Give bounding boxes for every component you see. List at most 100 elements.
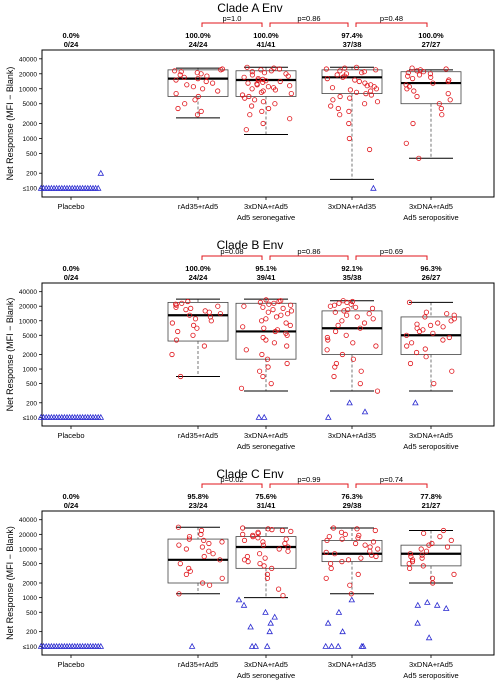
p-value-bracket (355, 255, 428, 260)
responder-point (356, 78, 362, 85)
responder-point (375, 546, 381, 552)
responder-point (177, 72, 183, 78)
responder-point (263, 297, 269, 303)
nonresponder-point (414, 619, 421, 626)
p-value-bracket (269, 483, 349, 488)
responder-point (241, 303, 247, 309)
responder-point (207, 314, 213, 320)
response-rate: 100.0% (253, 31, 279, 40)
group-label: Placebo (57, 660, 84, 669)
responder-point (364, 83, 370, 89)
responder-point (268, 380, 274, 387)
y-tick-label: ≤100 (23, 186, 38, 193)
responder-point (215, 88, 221, 94)
box (167, 301, 229, 342)
responder-point (373, 553, 379, 560)
responder-point (354, 526, 360, 532)
responder-point (265, 84, 271, 90)
responder-point (288, 308, 295, 314)
responder-point (406, 565, 413, 572)
responder-point (186, 536, 192, 542)
responder-point (342, 65, 348, 71)
response-count: 26/27 (422, 273, 441, 282)
nonresponder-point (97, 642, 105, 649)
responder-point (408, 553, 414, 560)
y-tick-label: 40000 (19, 517, 37, 524)
responder-point (243, 347, 249, 353)
responder-point (451, 312, 457, 318)
responder-point (200, 580, 206, 586)
response-rate: 75.6% (255, 492, 277, 501)
responder-point (445, 91, 451, 97)
responder-point (446, 77, 452, 83)
panel-3: Clade C Env 40000 20000 10000 5000 2000 1000 50… (5, 467, 495, 680)
p-value-label: p=0.86 (297, 14, 320, 23)
y-tick-label: 10000 (19, 547, 37, 554)
responder-point (260, 76, 266, 82)
responder-point (416, 155, 422, 161)
nonresponder-point (252, 642, 259, 649)
y-tick-label: 500 (26, 151, 37, 158)
responder-point (271, 340, 277, 346)
responder-point (404, 343, 410, 349)
response-rate: 100.0% (185, 264, 211, 273)
responder-point (200, 86, 206, 92)
responder-point (407, 360, 414, 367)
responder-point (409, 558, 416, 565)
response-count: 0/24 (64, 40, 79, 49)
responder-point (249, 72, 255, 78)
responder-point (239, 92, 246, 98)
group-label: rAd35+rAd5 (178, 431, 218, 440)
responder-point (263, 337, 269, 343)
response-count: 37/38 (343, 40, 362, 49)
responder-point (419, 555, 425, 561)
p-value-bracket (201, 483, 263, 488)
responder-point (241, 537, 248, 544)
responder-point (349, 298, 356, 305)
response-rate: 0.0% (62, 31, 79, 40)
responder-point (186, 565, 192, 572)
responder-point (175, 105, 181, 112)
responder-point (353, 89, 360, 95)
nonresponder-point (266, 628, 273, 635)
p-value-bracket (201, 22, 263, 27)
responder-point (210, 551, 216, 557)
nonresponder-point (424, 598, 431, 605)
responder-point (408, 340, 415, 346)
responder-point (330, 525, 337, 531)
responder-point (259, 351, 265, 358)
responder-point (187, 312, 193, 318)
responder-point (278, 312, 284, 318)
y-tick-label: 20000 (19, 532, 37, 539)
response-rate: 77.8% (420, 492, 442, 501)
responder-point (361, 320, 368, 326)
responder-point (173, 301, 179, 307)
responder-point (190, 84, 196, 90)
responder-point (451, 571, 457, 578)
nonresponder-point (263, 642, 271, 649)
nonresponder-point (433, 601, 441, 608)
responder-point (264, 571, 270, 578)
responder-point (183, 571, 189, 578)
response-count: 29/38 (343, 501, 362, 510)
y-tick-label: 10000 (19, 318, 37, 325)
responder-point (287, 322, 293, 328)
responder-point (169, 351, 175, 358)
response-count: 0/24 (64, 273, 79, 282)
responder-point (284, 343, 290, 349)
responder-point (426, 542, 432, 548)
responder-point (430, 80, 436, 86)
chart-title: Clade C Env (216, 467, 283, 481)
responder-point (332, 328, 339, 335)
responder-point (444, 544, 451, 550)
responder-point (245, 80, 251, 86)
subgroup-label: Ad5 seropositive (403, 671, 458, 680)
responder-point (219, 66, 225, 72)
responder-point (436, 101, 442, 107)
responder-point (244, 553, 250, 560)
y-tick-label: 40000 (19, 56, 37, 63)
responder-point (260, 99, 266, 105)
p-value-label: p=0.99 (297, 475, 320, 484)
nonresponder-point (267, 619, 274, 626)
y-tick-label: 2000 (23, 352, 38, 359)
